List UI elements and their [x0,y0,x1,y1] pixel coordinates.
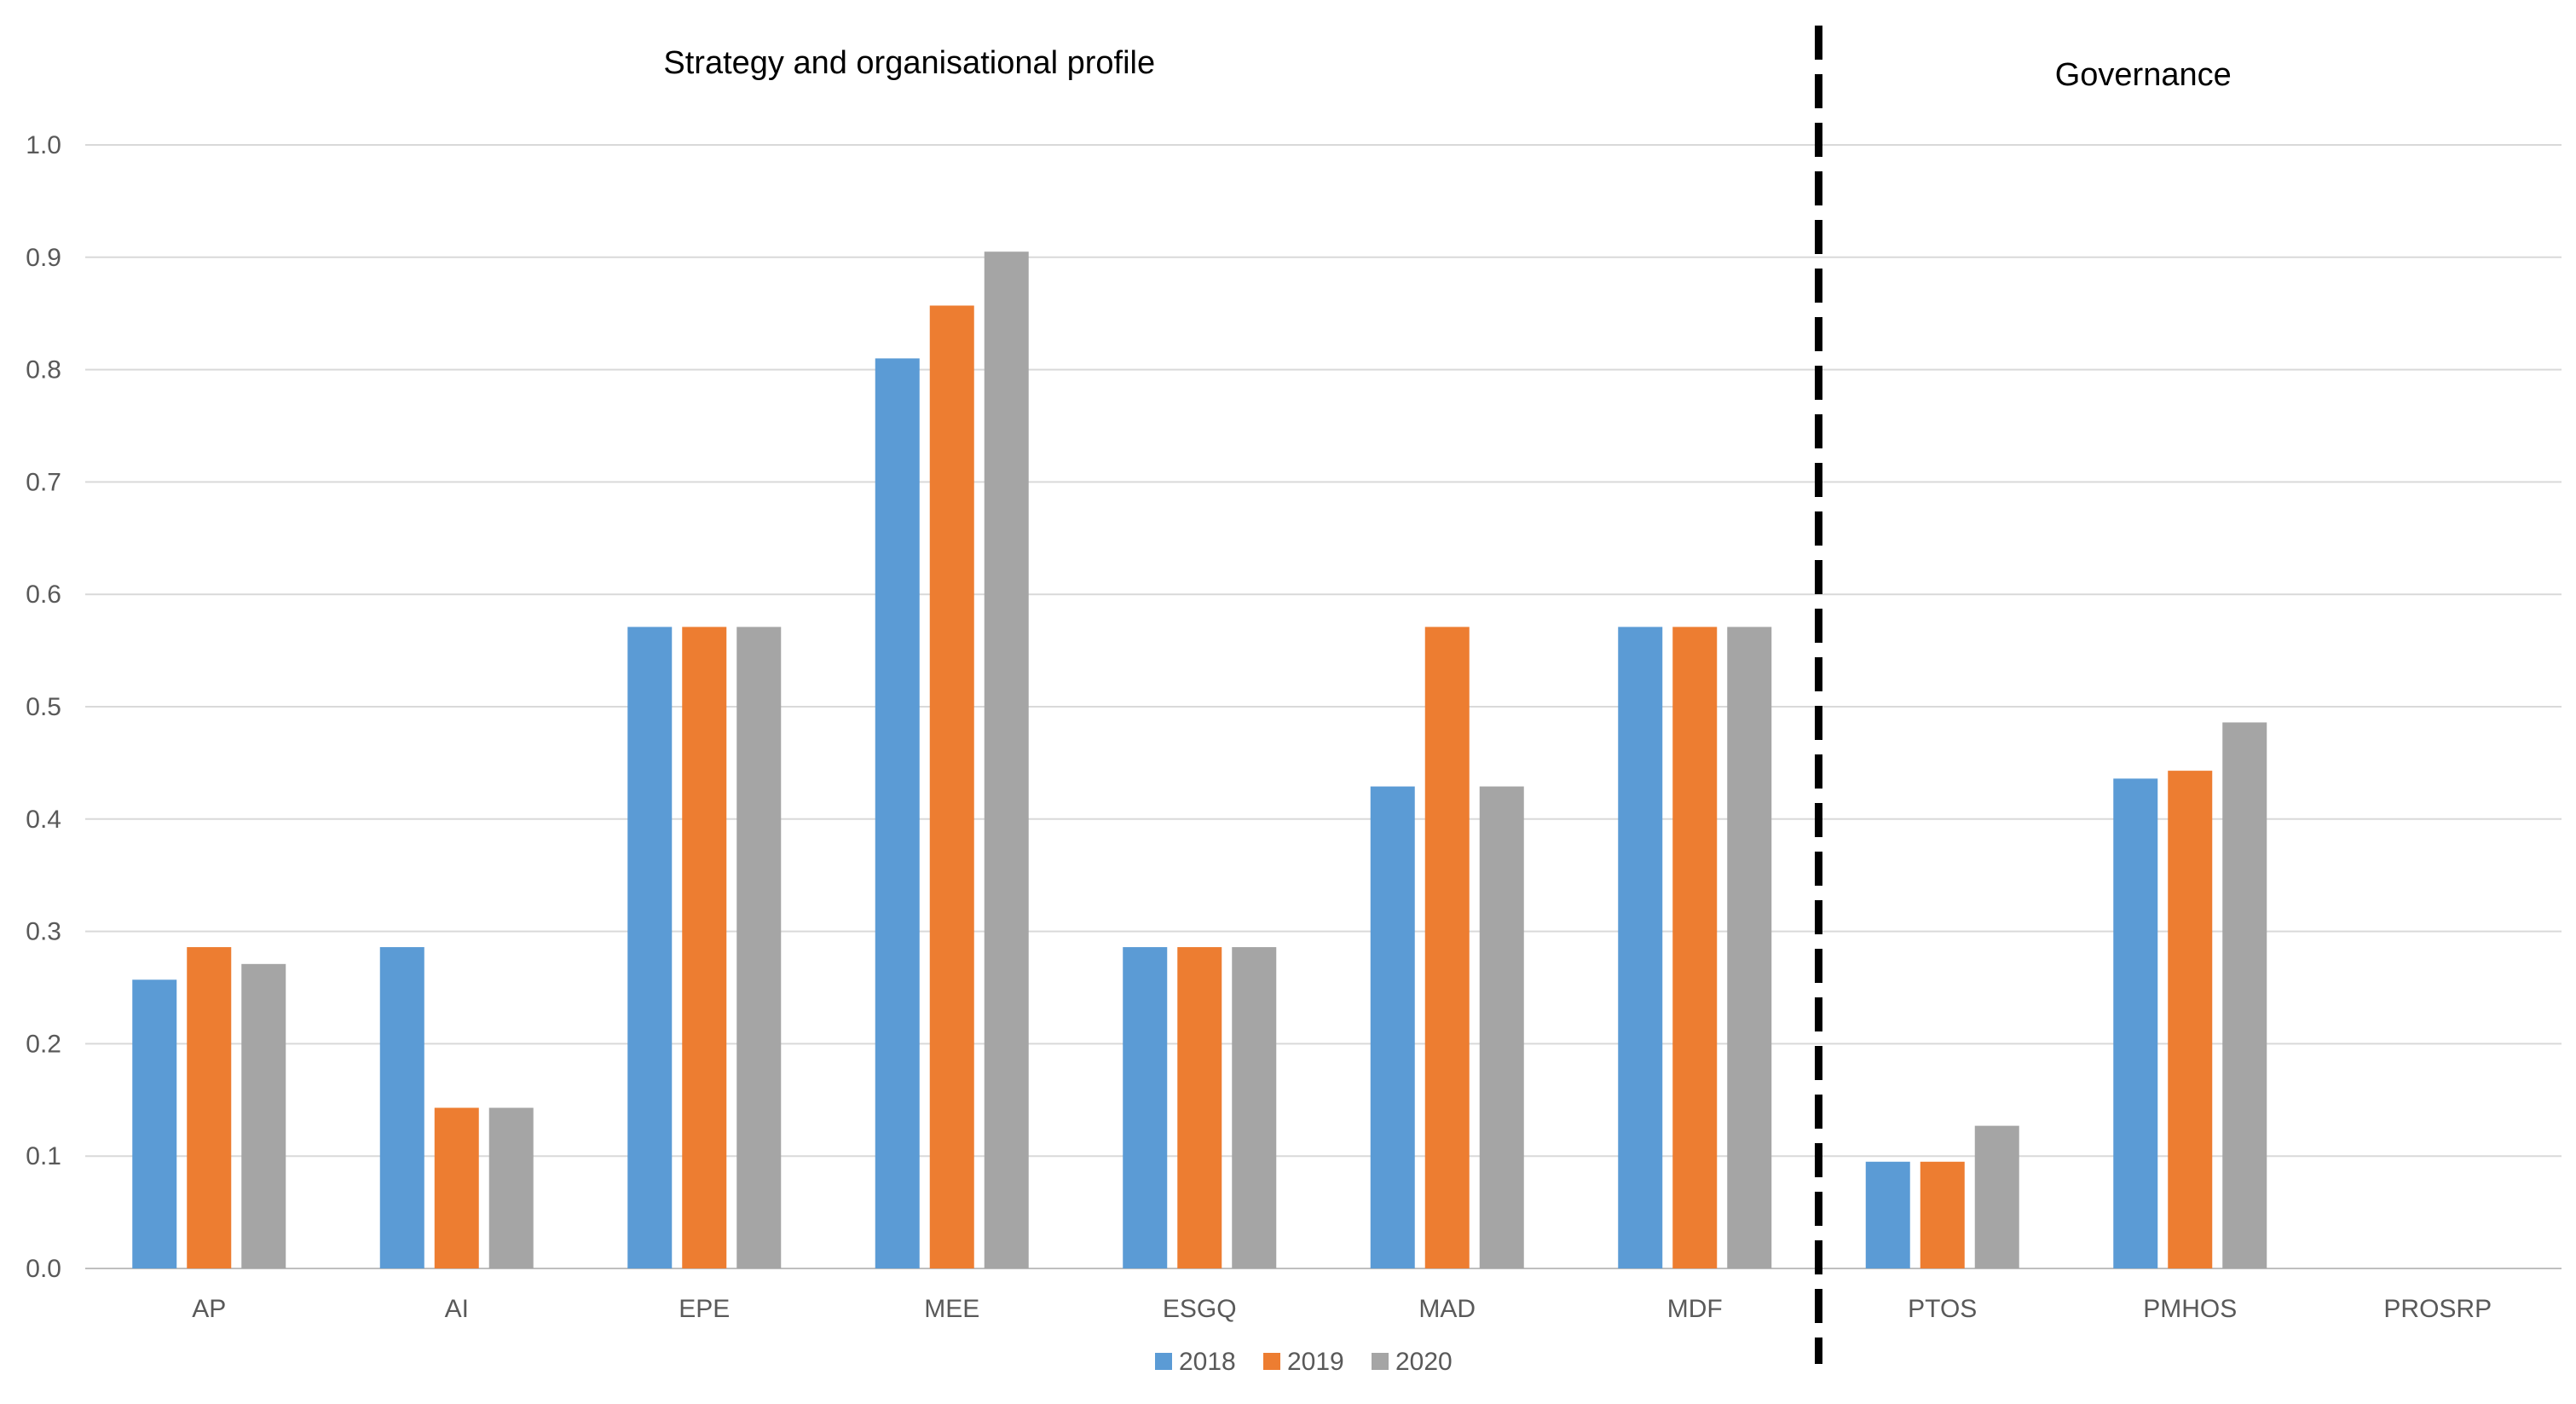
bar-ap-2020 [241,963,286,1268]
y-tick-label: 0.5 [26,693,61,721]
legend-label-2018: 2018 [1179,1348,1236,1376]
bar-ap-2018 [132,979,177,1268]
x-tick-label: AI [445,1295,469,1323]
y-tick-label: 0.4 [26,806,61,834]
x-tick-label: ESGQ [1163,1295,1237,1323]
bar-mee-2019 [929,305,974,1268]
bar-mad-2019 [1424,627,1470,1268]
bar-mdf-2018 [1618,627,1663,1268]
y-tick-label: 0.3 [26,918,61,946]
bar-ptos-2018 [1865,1161,1910,1268]
x-tick-label: AP [192,1295,226,1323]
y-tick-label: 0.1 [26,1142,61,1170]
bar-esgq-2020 [1232,947,1277,1268]
bar-mee-2018 [875,358,920,1268]
bar-epe-2019 [682,627,727,1268]
y-tick-label: 0.6 [26,581,61,609]
bar-epe-2018 [627,627,673,1268]
section-title-governance: Governance [2055,57,2232,93]
x-tick-label: EPE [679,1295,730,1323]
y-axis-ticks: 0.0 0.1 0.2 0.3 0.4 0.5 0.6 0.7 0.8 0.9 1.0 [26,131,61,1283]
legend-swatch-2019 [1263,1353,1280,1370]
bar-ptos-2019 [1920,1161,1965,1268]
y-tick-label: 0.7 [26,468,61,496]
bar-mad-2020 [1479,786,1524,1268]
legend-label-2019: 2019 [1287,1348,1344,1376]
bar-ai-2020 [488,1107,534,1268]
legend: 2018 2019 2020 [1155,1348,1453,1376]
bar-mdf-2020 [1727,627,1772,1268]
x-tick-label: MEE [924,1295,979,1323]
x-axis-labels: AP AI EPE MEE ESGQ MAD MDF PTOS PMHOS PROSRP [192,1295,2492,1323]
bar-mad-2018 [1370,786,1415,1268]
section-title-strategy: Strategy and organisational profile [663,45,1155,81]
y-tick-label: 0.9 [26,244,61,272]
bar-pmhos-2020 [2222,722,2267,1268]
bar-ai-2019 [434,1107,479,1268]
x-tick-label: PMHOS [2143,1295,2237,1323]
legend-swatch-2020 [1372,1353,1389,1370]
legend-swatch-2018 [1155,1353,1172,1370]
bar-ptos-2020 [1974,1125,2019,1268]
y-tick-label: 0.0 [26,1255,61,1283]
x-tick-label: PROSRP [2383,1295,2492,1323]
x-tick-label: MAD [1418,1295,1476,1323]
x-tick-label: MDF [1667,1295,1723,1323]
bar-pmhos-2019 [2168,771,2213,1268]
y-tick-label: 0.2 [26,1030,61,1058]
bar-ai-2018 [379,947,425,1268]
legend-label-2020: 2020 [1395,1348,1453,1376]
bars [132,251,2267,1269]
bar-epe-2020 [736,627,782,1268]
x-tick-label: PTOS [1908,1295,1977,1323]
bar-mee-2020 [984,251,1029,1269]
bar-esgq-2019 [1177,947,1222,1268]
bar-mdf-2019 [1672,627,1718,1268]
y-tick-label: 1.0 [26,131,61,159]
y-tick-label: 0.8 [26,356,61,384]
bar-pmhos-2018 [2113,778,2158,1268]
bar-ap-2019 [187,947,232,1268]
bar-esgq-2018 [1123,947,1168,1268]
